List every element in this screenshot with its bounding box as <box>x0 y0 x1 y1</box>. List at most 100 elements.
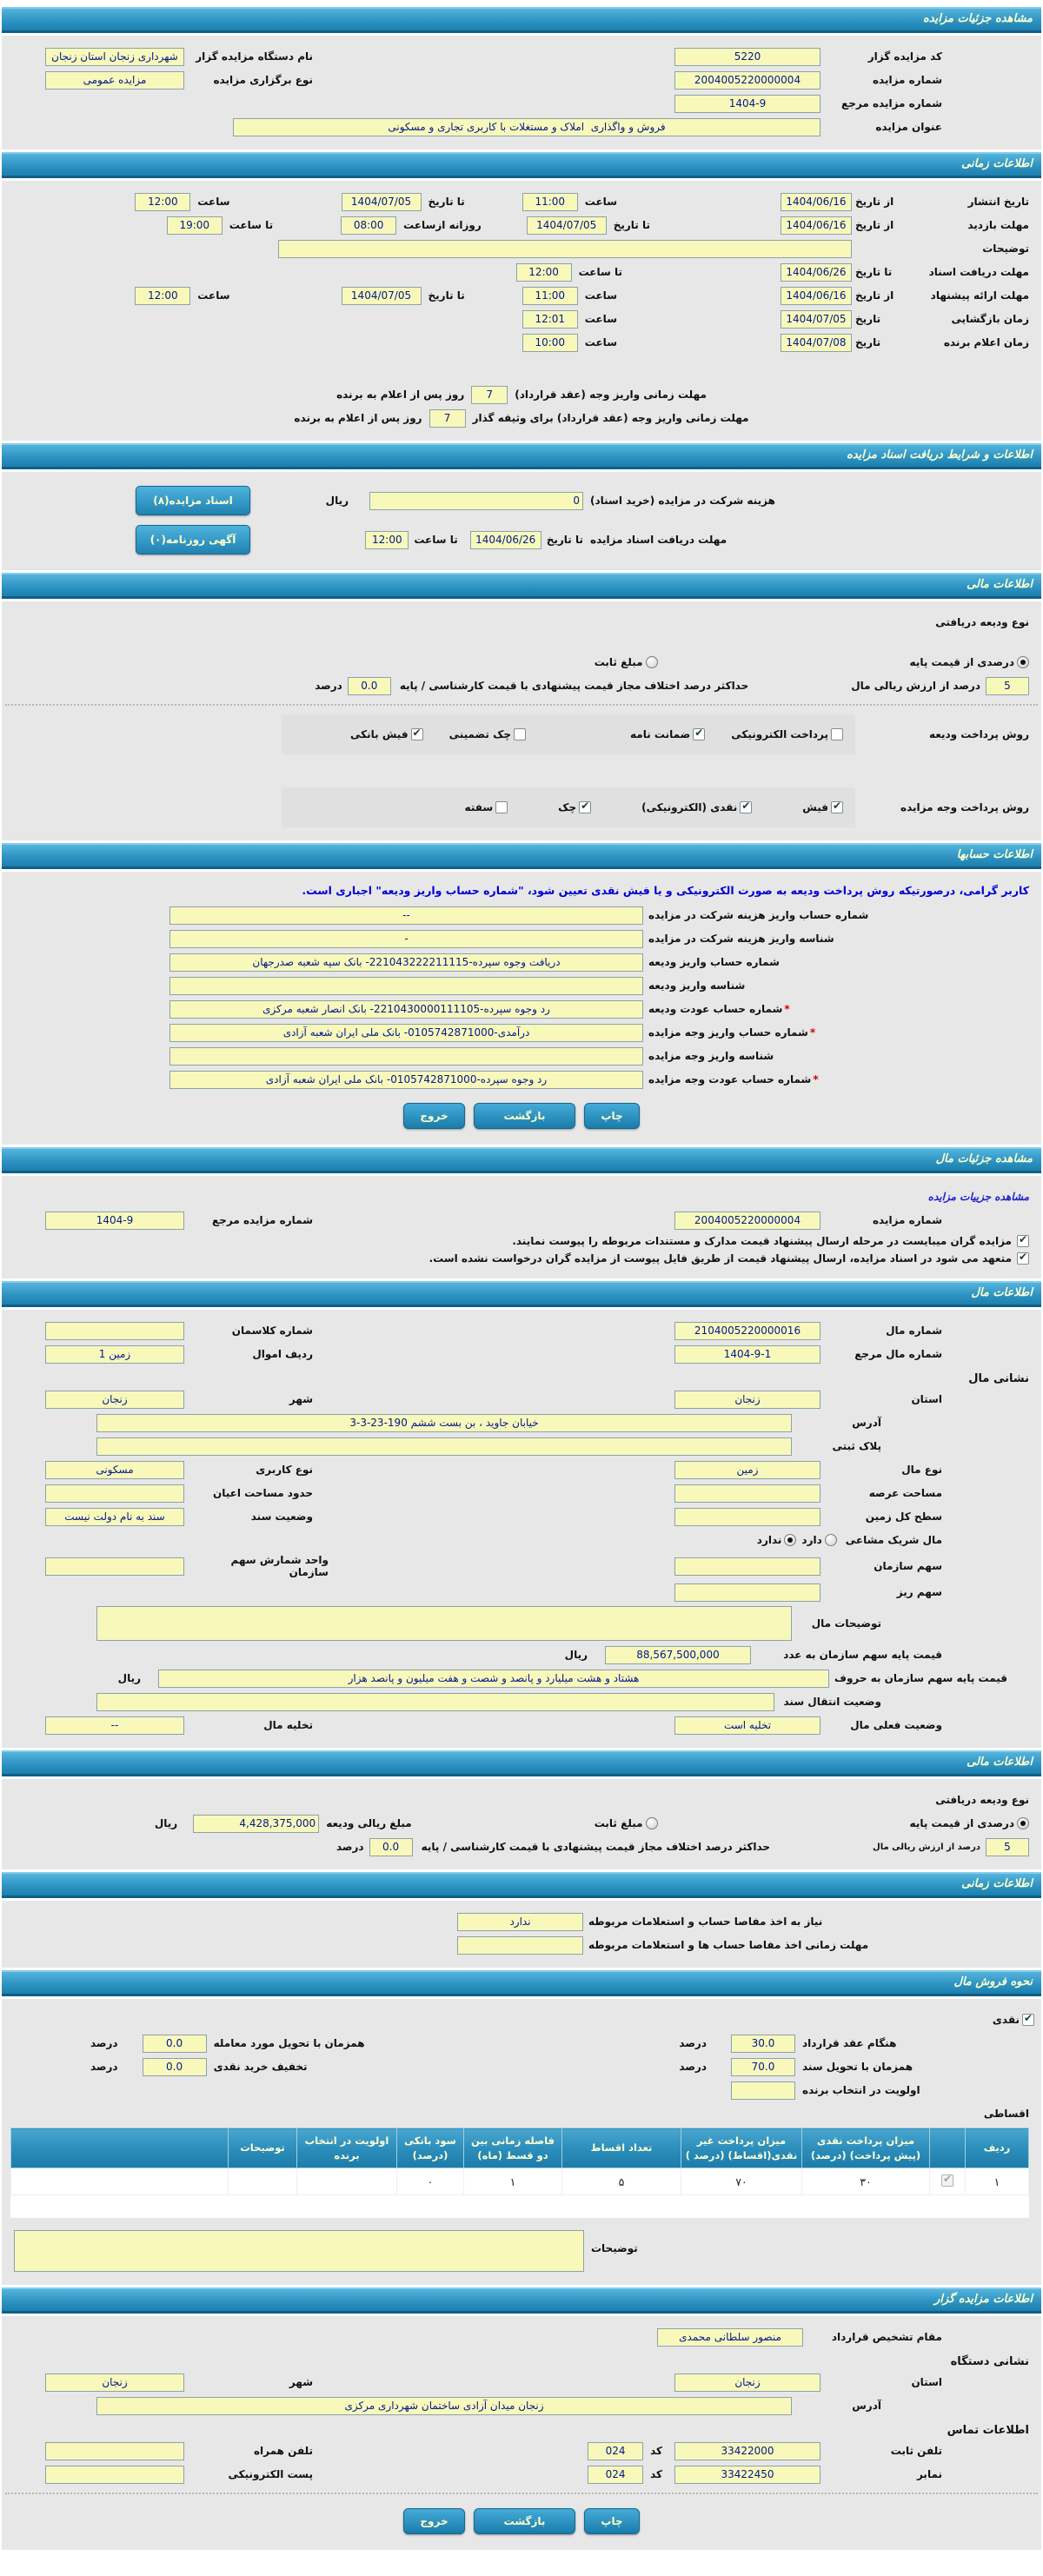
electronic-payment-checkbox[interactable] <box>831 728 843 740</box>
asset-number-input[interactable] <box>674 1321 820 1340</box>
docs-deadline-time-input[interactable] <box>515 262 572 282</box>
org-share-input[interactable] <box>674 1557 820 1576</box>
auction-number-input[interactable] <box>674 1211 820 1230</box>
total-land-input[interactable] <box>674 1507 820 1526</box>
deposit-amount-input[interactable] <box>193 1814 320 1833</box>
deposit-percent-input[interactable] <box>986 1837 1029 1856</box>
bank-receipt-checkbox[interactable] <box>410 727 423 740</box>
deposit-id-input[interactable] <box>169 976 643 995</box>
deed-status-input[interactable] <box>45 1507 184 1526</box>
deposit-account-input[interactable] <box>169 953 643 972</box>
auction-payment-id-input[interactable] <box>169 1046 643 1066</box>
participation-fee-input[interactable] <box>369 491 583 510</box>
current-status-input[interactable] <box>674 1716 820 1735</box>
auction-docs-button[interactable]: اسناد مزایده(۸) <box>136 486 250 515</box>
cash-discount-percent-input[interactable] <box>142 2057 207 2076</box>
exit-button[interactable]: خروج <box>403 1103 465 1129</box>
fixed-amount-radio[interactable] <box>645 656 658 668</box>
deposit-return-account-input[interactable] <box>169 999 643 1019</box>
winner-announce-time-input[interactable] <box>522 333 578 352</box>
auction-type-input[interactable] <box>45 70 184 90</box>
asset-type-input[interactable] <box>674 1460 820 1479</box>
offer-from-date-input[interactable] <box>781 286 852 305</box>
view-auction-details-link[interactable]: مشاهده جزییات مزایده <box>927 1191 1029 1203</box>
attach-docs-checkbox[interactable] <box>1017 1233 1029 1247</box>
address-input[interactable] <box>96 1413 792 1432</box>
time-notes-input[interactable] <box>278 239 852 258</box>
address-input[interactable] <box>96 2396 792 2415</box>
docs-deadline-date-input[interactable] <box>781 262 852 282</box>
base-price-number-input[interactable] <box>605 1645 751 1664</box>
at-delivery-percent-input[interactable] <box>142 2034 207 2053</box>
auction-title-input[interactable] <box>233 117 820 136</box>
opening-time-input[interactable] <box>522 309 578 329</box>
offer-from-time-input[interactable] <box>522 286 578 305</box>
city-input[interactable] <box>45 2373 184 2392</box>
promissory-note-checkbox[interactable] <box>495 801 508 813</box>
sale-notes-input[interactable] <box>14 2230 584 2273</box>
publish-to-date-input[interactable] <box>341 192 422 211</box>
deposit-percent-input[interactable] <box>986 676 1029 695</box>
province-input[interactable] <box>674 1390 820 1409</box>
visit-to-date-input[interactable] <box>526 216 607 235</box>
clearance-needed-input[interactable] <box>457 1912 583 1931</box>
land-area-input[interactable] <box>674 1484 820 1503</box>
newspaper-ads-button[interactable]: آگهی روزنامه(۰) <box>136 525 250 554</box>
share-unit-input[interactable] <box>45 1557 184 1576</box>
auction-payment-account-input[interactable] <box>169 1023 643 1042</box>
asset-notes-input[interactable] <box>96 1606 792 1641</box>
usage-type-input[interactable] <box>45 1460 184 1479</box>
publish-from-time-input[interactable] <box>522 192 578 211</box>
cash-electronic-checkbox[interactable] <box>740 800 753 813</box>
province-input[interactable] <box>674 2373 820 2392</box>
back-button[interactable]: بازگشت <box>473 1103 576 1129</box>
org-name-input[interactable] <box>45 47 184 66</box>
fax-code-input[interactable] <box>588 2465 644 2484</box>
guarantor-deposit-days-input[interactable] <box>428 408 466 428</box>
mobile-input[interactable] <box>45 2441 184 2460</box>
print-button[interactable]: چاپ <box>584 2508 640 2535</box>
evacuation-input[interactable] <box>45 1716 184 1735</box>
base-price-words-input[interactable] <box>158 1669 829 1688</box>
max-diff-input[interactable] <box>369 1837 413 1856</box>
offer-to-time-input[interactable] <box>135 286 191 305</box>
print-button[interactable]: چاپ <box>584 1103 640 1129</box>
docs-deadline-date-input[interactable] <box>469 530 541 549</box>
auction-ref-input[interactable] <box>674 94 820 113</box>
winner-announce-date-input[interactable] <box>781 333 852 352</box>
deposit-deadline-days-input[interactable] <box>471 385 508 404</box>
email-input[interactable] <box>45 2465 184 2484</box>
back-button[interactable]: بازگشت <box>473 2508 576 2535</box>
registration-plate-input[interactable] <box>96 1437 792 1456</box>
cash-sale-checkbox[interactable] <box>1022 2012 1034 2026</box>
auction-return-account-input[interactable] <box>169 1070 643 1089</box>
winner-priority-input[interactable] <box>731 2081 795 2100</box>
fee-deposit-id-input[interactable] <box>169 929 643 948</box>
check-checkbox[interactable] <box>579 800 592 813</box>
classification-number-input[interactable] <box>45 1321 184 1340</box>
opening-date-input[interactable] <box>781 309 852 329</box>
landline-input[interactable] <box>674 2441 820 2460</box>
visit-to-time-input[interactable] <box>166 216 223 235</box>
fixed-amount-radio[interactable] <box>645 1817 658 1829</box>
fax-input[interactable] <box>674 2465 820 2484</box>
asset-ref-input[interactable] <box>674 1344 820 1364</box>
visit-daily-from-time-input[interactable] <box>341 216 397 235</box>
deed-transfer-status-input[interactable] <box>96 1692 774 1711</box>
clearance-deadline-input[interactable] <box>457 1935 583 1955</box>
auction-code-input[interactable] <box>674 47 820 66</box>
publish-from-date-input[interactable] <box>781 192 852 211</box>
no-partner-radio[interactable] <box>784 1534 797 1546</box>
row-select-checkbox[interactable] <box>941 2173 953 2187</box>
docs-deadline-time-input[interactable] <box>365 530 409 549</box>
no-attachment-required-checkbox[interactable] <box>1017 1251 1029 1265</box>
asset-row-input[interactable] <box>45 1344 184 1364</box>
visit-from-date-input[interactable] <box>781 216 852 235</box>
certified-check-checkbox[interactable] <box>514 728 527 740</box>
city-input[interactable] <box>45 1390 184 1409</box>
auction-ref-input[interactable] <box>45 1211 184 1230</box>
percent-of-base-radio[interactable] <box>1017 656 1029 668</box>
landline-code-input[interactable] <box>588 2441 644 2460</box>
receipt-checkbox[interactable] <box>831 800 843 813</box>
offer-to-date-input[interactable] <box>341 286 422 305</box>
